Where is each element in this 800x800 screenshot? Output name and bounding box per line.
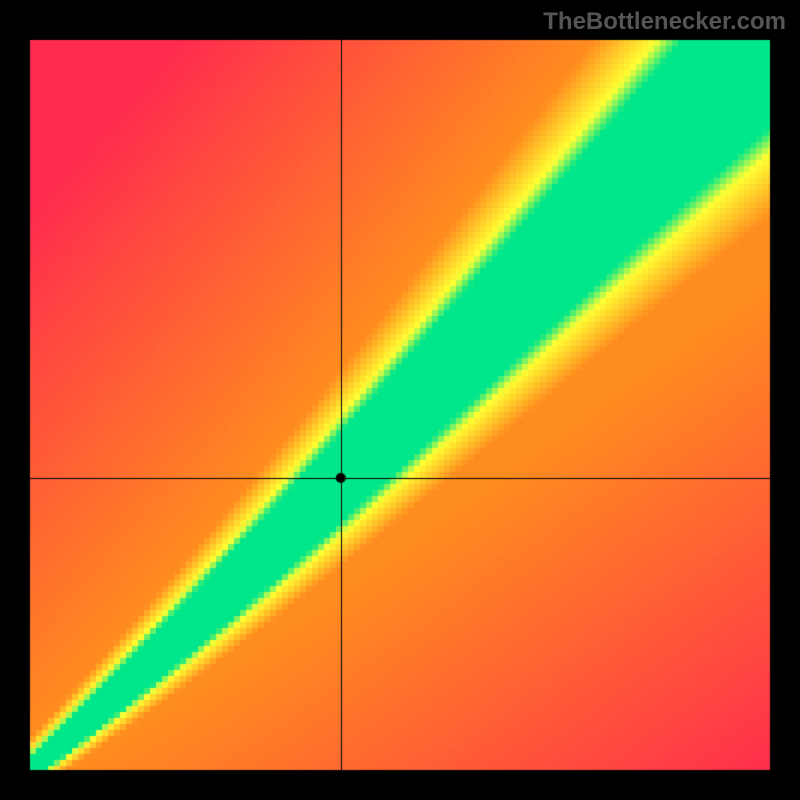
chart-container: TheBottlenecker.com	[0, 0, 800, 800]
watermark-text: TheBottlenecker.com	[543, 8, 786, 36]
heatmap-canvas	[0, 0, 800, 800]
